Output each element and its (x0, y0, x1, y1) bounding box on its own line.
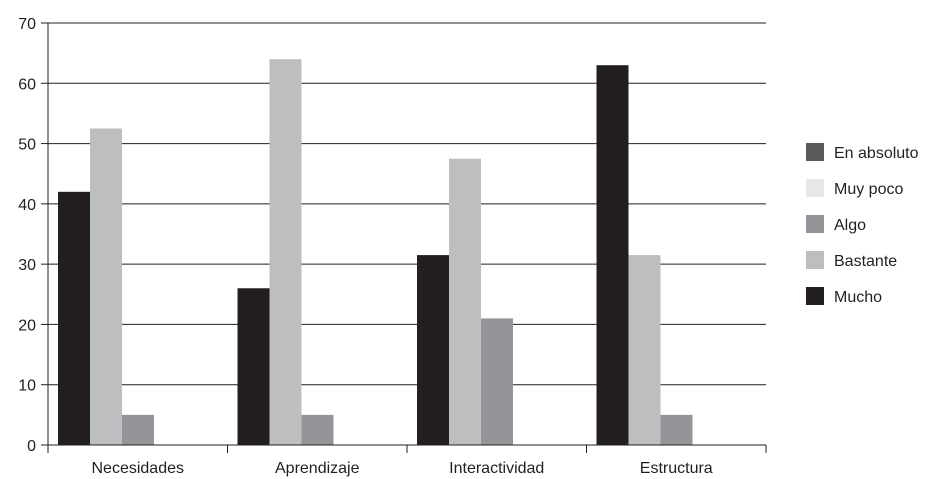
bar-bastante-necesidades (90, 128, 122, 445)
legend-label: Algo (834, 217, 866, 234)
gridlines (48, 22, 766, 386)
bar-algo-aprendizaje (301, 414, 334, 445)
y-tick-label: 0 (27, 438, 36, 455)
bar-mucho-necesidades (58, 191, 90, 445)
x-tick-label: Estructura (640, 460, 713, 477)
legend-swatch-algo (806, 215, 824, 233)
x-tick-label: Interactividad (449, 460, 544, 477)
bar-bastante-aprendizaje (269, 59, 302, 446)
legend-swatch-mucho (806, 287, 824, 305)
y-tick-labels: 0 10 20 30 40 50 60 70 (18, 16, 36, 455)
y-tick-label: 50 (18, 137, 36, 154)
bar-mucho-aprendizaje (237, 288, 270, 445)
bars (58, 59, 693, 446)
legend-label: Bastante (834, 253, 897, 270)
legend-swatch-bastante (806, 251, 824, 269)
y-tick-label: 30 (18, 257, 36, 274)
y-tick-label: 70 (18, 16, 36, 33)
axes (41, 22, 767, 453)
legend-swatch-muy-poco (806, 179, 824, 197)
bar-bastante-estructura (628, 255, 661, 445)
bar-algo-interactividad (481, 318, 513, 445)
legend-label: En absoluto (834, 145, 919, 162)
x-tick-label: Aprendizaje (275, 460, 360, 477)
bar-bastante-interactividad (449, 158, 481, 445)
x-tick-labels: Necesidades Aprendizaje Interactividad Estr… (92, 460, 713, 477)
bar-mucho-estructura (596, 65, 629, 445)
y-tick-label: 20 (18, 317, 36, 334)
y-tick-label: 60 (18, 76, 36, 93)
legend-label: Mucho (834, 289, 882, 306)
bar-algo-estructura (660, 414, 693, 445)
x-tick-label: Necesidades (92, 460, 185, 477)
legend-swatch-en-absoluto (806, 143, 824, 161)
bar-algo-necesidades (122, 414, 154, 445)
y-tick-label: 40 (18, 197, 36, 214)
bar-mucho-interactividad (417, 255, 449, 445)
legend-label: Muy poco (834, 181, 903, 198)
y-tick-label: 10 (18, 378, 36, 395)
legend: En absoluto Muy poco Algo Bastante Mucho (806, 143, 919, 306)
